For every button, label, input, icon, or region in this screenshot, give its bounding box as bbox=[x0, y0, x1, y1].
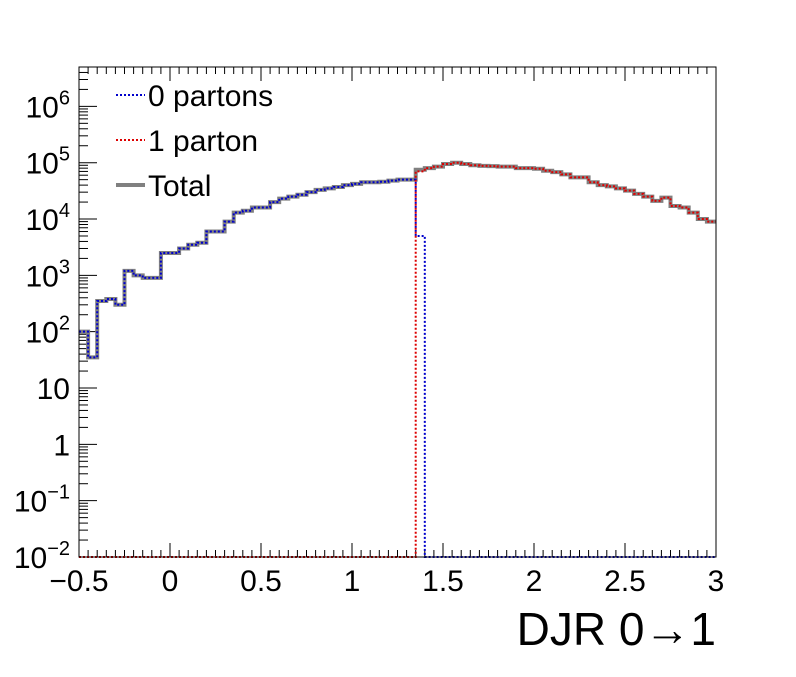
x-tick-label: 2 bbox=[526, 565, 543, 598]
series-line-1 bbox=[79, 161, 716, 558]
x-axis-title: DJR 0→1 bbox=[517, 603, 716, 655]
y-tick-label: 1 bbox=[53, 429, 70, 462]
x-tick-label: 2.5 bbox=[604, 565, 646, 598]
y-tick-label: 106 bbox=[26, 87, 71, 124]
y-tick-label: 10−2 bbox=[14, 538, 70, 575]
x-tick-label: 3 bbox=[708, 565, 725, 598]
legend-label: 0 partons bbox=[148, 80, 273, 113]
x-tick-labels: −0.5 0 0.5 1 1.5 2 2.5 3 bbox=[49, 565, 724, 598]
x-tick-label: 1.5 bbox=[422, 565, 464, 598]
plot-frame bbox=[78, 66, 717, 558]
x-tick-label: 0.5 bbox=[240, 565, 282, 598]
y-tick-label: 104 bbox=[26, 200, 71, 237]
x-tick-label: 0 bbox=[162, 565, 179, 598]
legend-label: Total bbox=[148, 170, 211, 203]
legend: 0 partons 1 parton Total bbox=[116, 80, 273, 203]
y-tick-label: 10−1 bbox=[14, 482, 70, 519]
legend-label: 1 parton bbox=[148, 125, 258, 158]
y-tick-label: 103 bbox=[26, 256, 71, 293]
y-tick-label: 102 bbox=[26, 313, 71, 350]
x-tick-label: −0.5 bbox=[49, 565, 108, 598]
series-line-2 bbox=[79, 160, 716, 360]
x-tick-label: 1 bbox=[344, 565, 361, 598]
y-tick-label: 10 bbox=[37, 373, 70, 406]
y-tick-labels: 10−2 10−1 1 10 102 103 104 105 106 bbox=[14, 87, 70, 575]
y-tick-label: 105 bbox=[26, 144, 71, 181]
